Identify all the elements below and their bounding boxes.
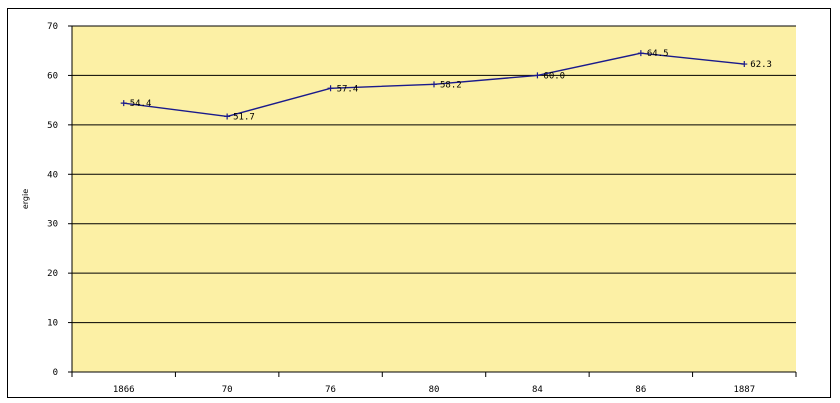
axes	[71, 26, 796, 373]
data-point	[120, 100, 127, 107]
y-tick-label: 10	[47, 319, 58, 329]
data-label: 54.4	[130, 99, 152, 109]
data-label: 60.0	[543, 71, 565, 81]
y-tick-label: 70	[47, 22, 58, 32]
y-axis-ticks: 0 10 20 30 40 50 60 70	[47, 22, 72, 378]
y-tick-label: 20	[47, 269, 58, 279]
x-tick-label: 1887	[733, 385, 755, 395]
x-tick-label: 80	[429, 385, 440, 395]
y-tick-label: 0	[53, 368, 58, 378]
data-label: 62.3	[750, 60, 772, 70]
data-label: 51.7	[233, 112, 255, 122]
x-tick-label: 70	[222, 385, 233, 395]
y-axis-label: ergie	[21, 189, 30, 209]
plot-area	[72, 26, 796, 372]
data-point	[637, 50, 644, 57]
x-axis-ticks: 1866 70 76 80 84 86 1887	[71, 372, 797, 395]
data-point	[741, 61, 748, 68]
gridlines	[72, 25, 796, 324]
x-tick-label: 76	[325, 385, 336, 395]
series-group: 54.4 51.7 57.4 58.2 60.0 64.5 62.3	[120, 49, 772, 122]
x-tick-label: 1866	[113, 385, 135, 395]
data-label: 57.4	[337, 84, 359, 94]
data-point	[224, 113, 231, 120]
data-label: 58.2	[440, 80, 462, 90]
x-tick-label: 84	[532, 385, 543, 395]
data-point	[431, 81, 437, 88]
y-tick-label: 50	[47, 121, 58, 131]
data-label: 64.5	[647, 49, 669, 59]
data-point	[534, 72, 541, 79]
y-tick-label: 30	[47, 220, 58, 230]
x-tick-label: 86	[635, 385, 646, 395]
y-tick-label: 60	[47, 71, 58, 81]
y-tick-label: 40	[47, 170, 58, 180]
data-point	[327, 85, 334, 92]
